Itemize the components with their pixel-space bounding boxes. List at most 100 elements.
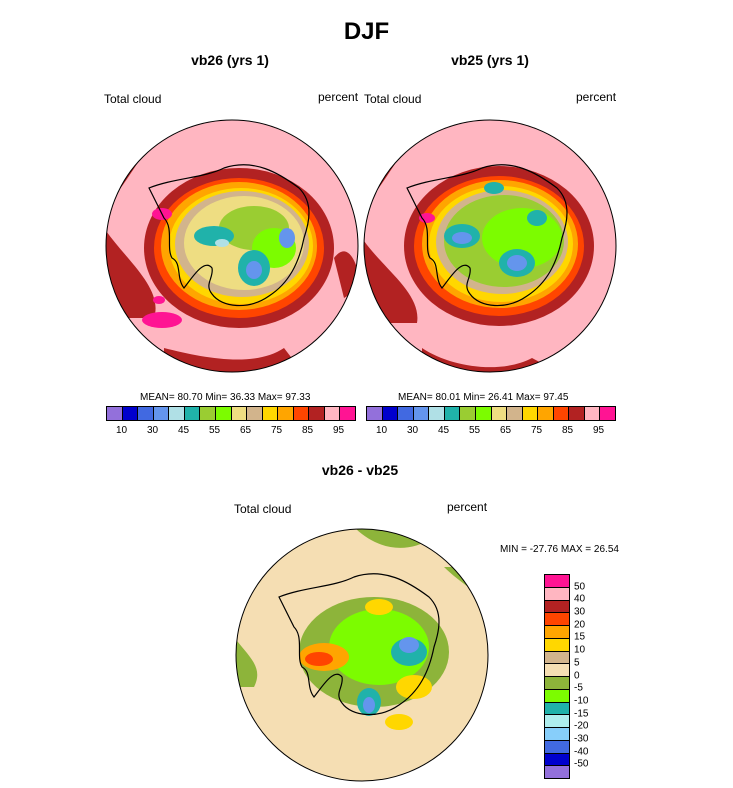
colorbar-swatch bbox=[491, 407, 508, 420]
colorbar-tick-label: 85 bbox=[301, 425, 314, 436]
colorbar-tick-label: 10 bbox=[115, 425, 128, 436]
colorbar-swatch bbox=[600, 407, 615, 420]
colorbar-swatch bbox=[545, 728, 569, 741]
diff-subtitle: vb26 - vb25 bbox=[321, 462, 399, 478]
colorbar-swatch bbox=[545, 575, 569, 588]
colorbar-swatch bbox=[545, 626, 569, 639]
colorbar-swatch bbox=[545, 689, 569, 703]
colorbar-swatch bbox=[324, 407, 341, 420]
colorbar-swatch bbox=[413, 407, 430, 420]
colorbar-swatch bbox=[107, 407, 123, 420]
colorbar-tick-label: 50 bbox=[574, 581, 586, 593]
colorbar-tick-label: 95 bbox=[592, 425, 605, 436]
figure-title: DJF bbox=[343, 18, 390, 45]
colorbar-tick-label: -5 bbox=[574, 682, 583, 694]
colorbar-swatch bbox=[460, 407, 476, 420]
colorbar-swatch bbox=[247, 407, 263, 420]
colorbar-swatch bbox=[262, 407, 279, 420]
panel1-stats: MEAN= 80.70 Min= 36.33 Max= 97.33 bbox=[140, 392, 311, 403]
colorbar-swatch bbox=[545, 740, 569, 754]
colorbar-swatch bbox=[169, 407, 185, 420]
diff-minmax: MIN = -27.76 MAX = 26.54 bbox=[500, 544, 619, 555]
colorbar-tick-label: -50 bbox=[574, 758, 589, 770]
colorbar-swatch bbox=[309, 407, 325, 420]
diff-variable-label: Total cloud bbox=[234, 502, 292, 516]
colorbar-swatch bbox=[215, 407, 232, 420]
colorbar-swatch bbox=[545, 587, 569, 601]
colorbar-tick-label: 15 bbox=[574, 631, 586, 643]
panel1-units-label: percent bbox=[318, 90, 359, 104]
colorbar-swatch bbox=[429, 407, 445, 420]
colorbar-swatch bbox=[475, 407, 492, 420]
colorbar-tick-label: 45 bbox=[437, 425, 450, 436]
panel2-stats: MEAN= 80.01 Min= 26.41 Max= 97.45 bbox=[398, 392, 569, 403]
colorbar-swatch bbox=[545, 664, 569, 677]
colorbar-tick-label: 20 bbox=[574, 619, 586, 631]
diff-colorbar-ticks: 50 40 30 20 15 10 5 0 -5 -10 -15 -20 -30 -40 -50 bbox=[574, 574, 604, 777]
panel2-variable-label: Total cloud bbox=[364, 92, 422, 106]
panel1-variable-label: Total cloud bbox=[104, 92, 162, 106]
panel1-colorbar bbox=[106, 406, 356, 421]
colorbar-swatch bbox=[545, 753, 569, 767]
panel1-subtitle: vb26 (yrs 1) bbox=[191, 52, 269, 68]
colorbar-tick-label: 10 bbox=[375, 425, 388, 436]
panel2-subtitle: vb25 (yrs 1) bbox=[451, 52, 529, 68]
colorbar-tick-label: 45 bbox=[177, 425, 190, 436]
colorbar-swatch bbox=[545, 715, 569, 728]
colorbar-tick-label: 10 bbox=[574, 644, 586, 656]
colorbar-tick-label: 55 bbox=[208, 425, 221, 436]
colorbar-swatch bbox=[184, 407, 201, 420]
colorbar-swatch bbox=[545, 638, 569, 652]
colorbar-tick-label: 0 bbox=[574, 670, 580, 681]
colorbar-swatch bbox=[584, 407, 601, 420]
colorbar-swatch bbox=[398, 407, 414, 420]
colorbar-swatch bbox=[153, 407, 170, 420]
colorbar-tick-label: 65 bbox=[239, 425, 252, 436]
panel2-units-label: percent bbox=[576, 90, 617, 104]
diff-colorbar bbox=[544, 574, 570, 779]
diff-units-label: percent bbox=[447, 500, 488, 514]
colorbar-tick-label: 75 bbox=[530, 425, 543, 436]
colorbar-swatch bbox=[200, 407, 216, 420]
colorbar-swatch bbox=[293, 407, 310, 420]
colorbar-tick-label: 65 bbox=[499, 425, 512, 436]
colorbar-swatch bbox=[545, 702, 569, 716]
colorbar-swatch bbox=[122, 407, 139, 420]
colorbar-swatch bbox=[507, 407, 523, 420]
panel2-colorbar-ticks: 10 30 45 55 65 75 85 95 bbox=[366, 425, 616, 439]
panel1-colorbar-ticks: 10 30 45 55 65 75 85 95 bbox=[106, 425, 356, 439]
colorbar-tick-label: 55 bbox=[468, 425, 481, 436]
colorbar-swatch bbox=[367, 407, 383, 420]
diff-polar-map bbox=[235, 528, 489, 782]
colorbar-tick-label: 95 bbox=[332, 425, 345, 436]
colorbar-tick-label: 5 bbox=[574, 657, 580, 669]
colorbar-swatch bbox=[545, 766, 569, 778]
colorbar-tick-label: 75 bbox=[270, 425, 283, 436]
colorbar-swatch bbox=[553, 407, 570, 420]
colorbar-tick-label: -10 bbox=[574, 695, 589, 707]
colorbar-swatch bbox=[382, 407, 399, 420]
panel1-polar-map bbox=[105, 119, 359, 373]
colorbar-swatch bbox=[545, 600, 569, 614]
colorbar-swatch bbox=[569, 407, 585, 420]
panel2-polar-map bbox=[363, 119, 617, 373]
colorbar-swatch bbox=[444, 407, 461, 420]
colorbar-tick-label: 85 bbox=[561, 425, 574, 436]
colorbar-tick-label: 30 bbox=[406, 425, 419, 436]
colorbar-swatch bbox=[231, 407, 248, 420]
colorbar-tick-label: 30 bbox=[146, 425, 159, 436]
colorbar-tick-label: -20 bbox=[574, 720, 589, 732]
colorbar-swatch bbox=[545, 613, 569, 626]
colorbar-swatch bbox=[538, 407, 554, 420]
colorbar-swatch bbox=[138, 407, 154, 420]
colorbar-tick-label: -40 bbox=[574, 746, 589, 758]
colorbar-tick-label: -15 bbox=[574, 708, 589, 720]
panel2-colorbar bbox=[366, 406, 616, 421]
colorbar-swatch bbox=[278, 407, 294, 420]
colorbar-tick-label: -30 bbox=[574, 733, 589, 745]
colorbar-swatch bbox=[340, 407, 355, 420]
colorbar-swatch bbox=[545, 677, 569, 690]
colorbar-swatch bbox=[545, 651, 569, 665]
colorbar-swatch bbox=[522, 407, 539, 420]
colorbar-tick-label: 30 bbox=[574, 606, 586, 618]
